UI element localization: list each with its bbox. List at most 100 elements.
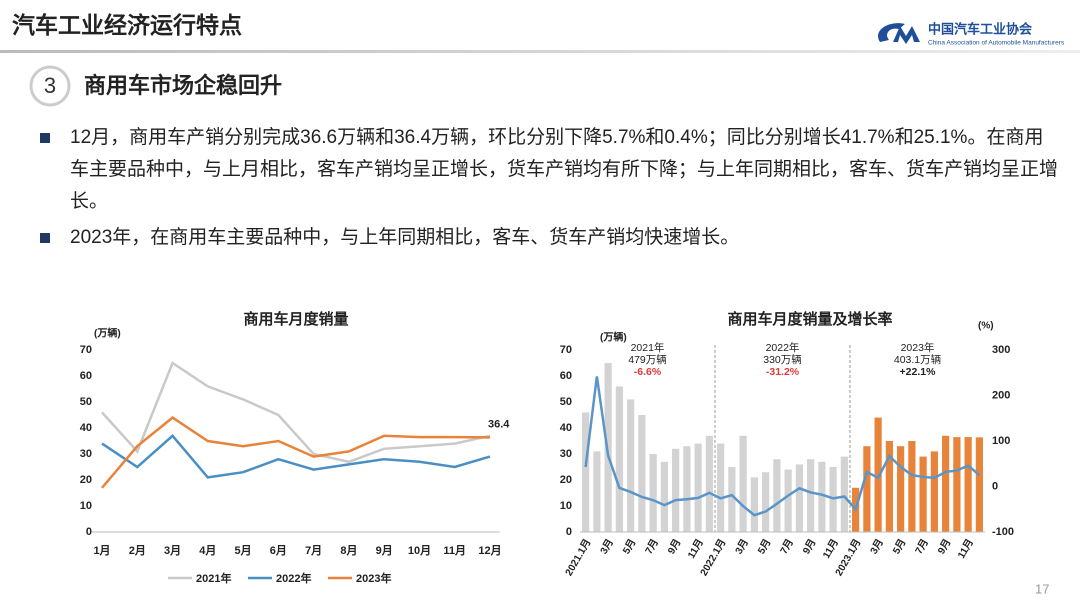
- bar: [885, 441, 893, 532]
- bar: [919, 456, 927, 532]
- annotation: 2022年: [766, 341, 800, 354]
- bar: [863, 446, 871, 532]
- bar: [750, 477, 758, 532]
- bar: [807, 459, 815, 532]
- y-tick-label: 10: [80, 500, 92, 512]
- bar: [964, 437, 972, 532]
- bar: [739, 435, 747, 532]
- legend-label: 2021年: [196, 571, 231, 585]
- line-series: [101, 361, 491, 464]
- y-axis-label: (万辆): [94, 327, 121, 340]
- bar: [627, 399, 635, 532]
- bar: [705, 435, 713, 532]
- x-tick-label: 7月: [305, 544, 322, 557]
- x-tick-label: 2021.1月: [563, 537, 594, 578]
- org-logo: [878, 23, 920, 44]
- x-tick-label: 11月: [820, 537, 841, 561]
- bar: [694, 443, 702, 532]
- x-tick-label: 8月: [340, 544, 357, 557]
- x-tick-label: 4月: [199, 544, 216, 557]
- y2-tick-label: 100: [992, 435, 1010, 447]
- y2-tick-label: 200: [992, 389, 1010, 401]
- y-tick-label: 0: [566, 526, 572, 538]
- bullet-text: 12月，商用车产销分别完成36.6万辆和36.4万辆，环比分别下降5.7%和0.…: [70, 127, 1059, 212]
- header-title: 汽车工业经济运行特点: [12, 12, 242, 38]
- bar: [930, 451, 938, 532]
- x-tick-label: 3月: [598, 537, 616, 556]
- bar: [649, 454, 657, 532]
- line-series: [584, 376, 981, 517]
- y2-axis-label: (%): [978, 321, 994, 332]
- x-tick-label: 7月: [643, 537, 661, 556]
- x-tick-label: 11月: [443, 544, 466, 557]
- x-tick-label: 11月: [955, 537, 976, 561]
- x-tick-label: 3月: [733, 537, 751, 556]
- bullet-marker: [40, 133, 50, 143]
- bar: [728, 467, 736, 532]
- annotation: 2023年: [901, 341, 935, 354]
- x-tick-label: 1月: [93, 544, 110, 557]
- bar: [762, 472, 770, 532]
- x-tick-label: 9月: [800, 537, 818, 556]
- y-tick-label: 0: [86, 526, 92, 538]
- bar: [582, 412, 590, 532]
- bar: [683, 446, 691, 532]
- bar: [942, 435, 950, 532]
- legend-label: 2023年: [356, 571, 391, 585]
- bar: [953, 437, 961, 532]
- y-tick-label: 50: [560, 396, 572, 408]
- annotation: 479万辆: [628, 353, 667, 366]
- bar: [975, 437, 983, 532]
- chart-title: 商用车月度销量: [243, 310, 348, 328]
- y-tick-label: 60: [80, 370, 92, 382]
- bar: [593, 451, 601, 532]
- annotation: 403.1万辆: [894, 353, 941, 366]
- bar: [908, 441, 916, 532]
- x-tick-label: 6月: [270, 544, 287, 557]
- y2-tick-label: -100: [992, 526, 1014, 538]
- org-name-en: China Association of Automobile Manufact…: [928, 40, 1065, 47]
- chart-title: 商用车月度销量及增长率: [727, 310, 892, 328]
- y-tick-label: 30: [80, 448, 92, 460]
- x-tick-label: 12月: [478, 544, 501, 557]
- x-tick-label: 3月: [868, 537, 886, 556]
- bar: [897, 446, 905, 532]
- y-tick-label: 70: [560, 344, 572, 356]
- x-tick-label: 9月: [665, 537, 683, 556]
- line-series: [101, 416, 491, 489]
- x-tick-label: 5月: [755, 537, 773, 556]
- bar: [874, 417, 882, 532]
- bar: [615, 386, 623, 532]
- y-tick-label: 20: [80, 474, 92, 486]
- y-tick-label: 70: [80, 344, 92, 356]
- x-tick-label: 9月: [376, 544, 393, 557]
- bar: [717, 443, 725, 532]
- bullet-text: 2023年，在商用车主要品种中，与上年同期相比，客车、货车产销均快速增长。: [70, 227, 740, 248]
- y-tick-label: 40: [80, 422, 92, 434]
- bar: [795, 464, 803, 532]
- y-tick-label: 50: [80, 396, 92, 408]
- annotation: 2021年: [631, 341, 665, 354]
- bar: [818, 461, 826, 532]
- section-title: 商用车市场企稳回升: [84, 73, 282, 98]
- section-badge: [29, 65, 71, 107]
- x-tick-label: 3月: [164, 544, 181, 557]
- bullet-marker: [40, 233, 50, 243]
- header-rule: [0, 50, 1080, 53]
- bar: [784, 469, 792, 532]
- x-tick-label: 7月: [778, 537, 796, 556]
- bar: [660, 461, 668, 532]
- y2-tick-label: 300: [992, 344, 1010, 356]
- y-tick-label: 30: [560, 448, 572, 460]
- y2-tick-label: 0: [992, 480, 998, 492]
- x-tick-label: 9月: [935, 537, 953, 556]
- data-label: 36.4: [488, 418, 510, 430]
- x-tick-label: 11月: [685, 537, 706, 561]
- x-tick-label: 5月: [890, 537, 908, 556]
- x-tick-label: 2月: [129, 544, 146, 557]
- org-name: 中国汽车工业协会: [928, 21, 1033, 36]
- bar: [672, 448, 680, 532]
- annotation: -6.6%: [634, 366, 662, 378]
- x-tick-label: 5月: [620, 537, 638, 556]
